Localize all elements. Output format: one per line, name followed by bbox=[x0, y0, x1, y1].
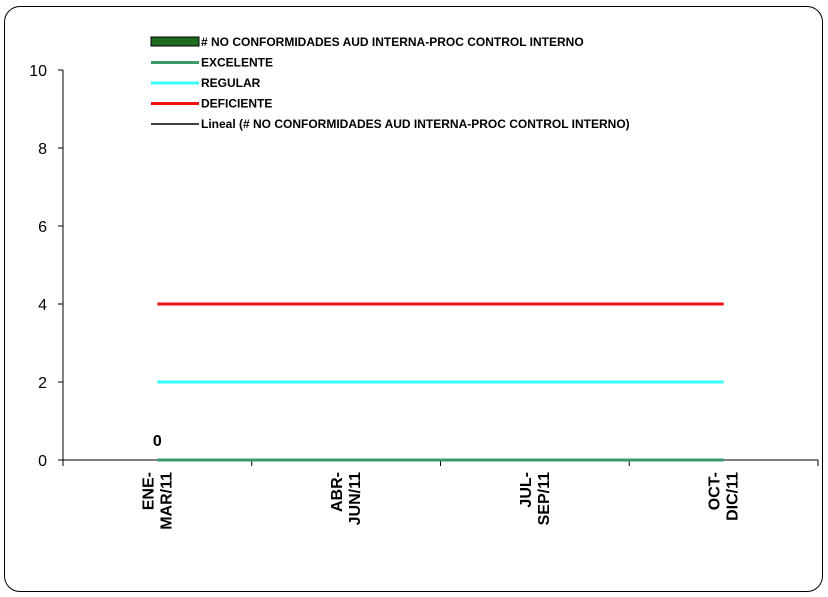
data-labels: 0 bbox=[153, 433, 162, 450]
x-tick-label-line: ENE- bbox=[140, 472, 157, 510]
legend-label: Lineal (# NO CONFORMIDADES AUD INTERNA-P… bbox=[201, 117, 630, 131]
y-tick-label: 8 bbox=[38, 141, 47, 158]
legend-swatch-bar bbox=[150, 36, 200, 47]
y-tick-label: 4 bbox=[38, 297, 47, 314]
y-tick-label: 6 bbox=[38, 219, 47, 236]
y-axis: 0 2 4 6 8 10 bbox=[29, 63, 64, 470]
x-tick-label-line: ABR- bbox=[329, 472, 346, 512]
legend-label: DEFICIENTE bbox=[201, 97, 272, 111]
y-tick-label: 10 bbox=[29, 63, 47, 80]
x-tick-label: ABR-JUN/11 bbox=[329, 472, 364, 525]
x-tick-label-line: OCT- bbox=[707, 472, 724, 510]
x-tick-label: ENE-MAR/11 bbox=[140, 472, 175, 530]
legend: # NO CONFORMIDADES AUD INTERNA-PROC CONT… bbox=[150, 35, 630, 131]
x-tick-label-line: JUL- bbox=[518, 472, 535, 508]
y-tick-label: 0 bbox=[38, 453, 47, 470]
x-tick-label-line: DIC/11 bbox=[725, 472, 742, 521]
plot-series bbox=[157, 302, 724, 462]
legend-label: # NO CONFORMIDADES AUD INTERNA-PROC CONT… bbox=[201, 35, 584, 49]
x-tick-label-line: MAR/11 bbox=[158, 472, 175, 530]
x-tick-label-line: JUN/11 bbox=[347, 472, 364, 525]
y-tick-label: 2 bbox=[38, 375, 47, 392]
legend-label: REGULAR bbox=[201, 76, 261, 90]
x-tick-label: JUL-SEP/11 bbox=[518, 472, 553, 525]
legend-label: EXCELENTE bbox=[201, 56, 273, 70]
bar-data-label: 0 bbox=[153, 433, 162, 450]
x-tick-label: OCT-DIC/11 bbox=[707, 472, 742, 521]
chart-frame bbox=[4, 6, 823, 592]
x-tick-label-line: SEP/11 bbox=[536, 472, 553, 525]
x-axis: ENE-MAR/11 ABR-JUN/11 JUL-SEP/11 OCT-DIC/11 bbox=[62, 459, 819, 530]
